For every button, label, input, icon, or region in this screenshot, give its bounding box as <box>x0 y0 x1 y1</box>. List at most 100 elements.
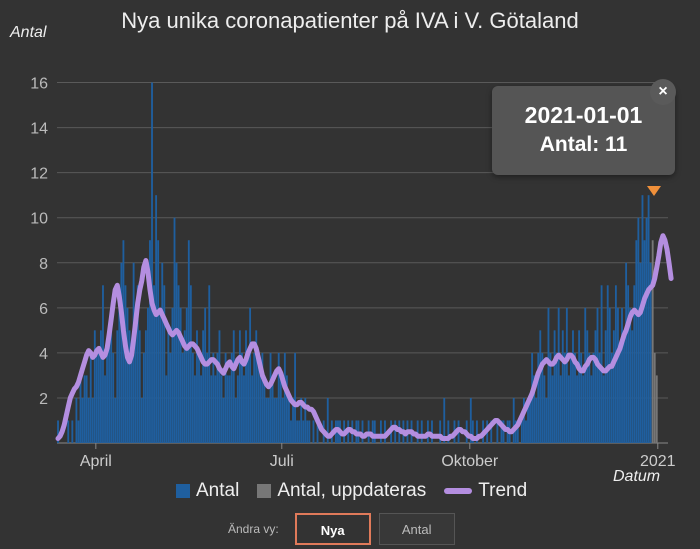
bar[interactable] <box>574 352 576 443</box>
bar[interactable] <box>371 420 374 443</box>
bar[interactable] <box>612 330 615 443</box>
bar[interactable] <box>81 397 84 443</box>
bar[interactable] <box>617 307 619 443</box>
bar[interactable] <box>539 330 542 443</box>
bar[interactable] <box>645 217 648 443</box>
bar[interactable] <box>253 352 256 443</box>
bar[interactable] <box>545 397 548 443</box>
bar[interactable] <box>502 420 505 443</box>
bar[interactable] <box>228 375 231 443</box>
bar[interactable] <box>57 420 59 443</box>
bar[interactable] <box>588 352 591 443</box>
bar[interactable] <box>471 420 474 443</box>
bar[interactable] <box>257 352 260 443</box>
bar[interactable] <box>214 375 217 443</box>
bar[interactable] <box>300 397 303 443</box>
bar[interactable] <box>608 307 611 443</box>
bar[interactable] <box>623 330 625 443</box>
bar[interactable] <box>557 307 560 443</box>
bar[interactable] <box>420 420 423 443</box>
bar[interactable] <box>553 330 556 443</box>
bar[interactable] <box>138 330 141 443</box>
bar[interactable] <box>541 352 544 443</box>
bar[interactable] <box>198 352 200 443</box>
bar[interactable] <box>179 307 182 443</box>
bar[interactable] <box>114 397 117 443</box>
bar[interactable] <box>555 352 558 443</box>
bar[interactable] <box>222 397 225 443</box>
bar[interactable] <box>627 285 630 443</box>
legend-item-updating[interactable]: Antal, uppdateras <box>257 480 426 502</box>
bar[interactable] <box>130 352 133 443</box>
bar[interactable] <box>149 240 151 443</box>
bar[interactable] <box>572 330 574 443</box>
bar[interactable] <box>67 420 70 443</box>
bar[interactable] <box>549 352 552 443</box>
bar[interactable] <box>476 420 478 443</box>
bar[interactable] <box>567 375 570 443</box>
bar[interactable] <box>361 420 364 443</box>
bar[interactable] <box>547 307 550 443</box>
bar[interactable] <box>267 397 270 443</box>
bar[interactable] <box>136 285 139 443</box>
bar[interactable] <box>379 420 382 443</box>
bar[interactable] <box>292 397 294 443</box>
bar[interactable] <box>565 307 568 443</box>
bar[interactable] <box>155 195 158 443</box>
bar[interactable] <box>187 240 190 443</box>
bar[interactable] <box>394 420 397 443</box>
bar[interactable] <box>373 420 376 443</box>
bar[interactable] <box>416 420 419 443</box>
bar[interactable] <box>183 330 186 443</box>
bar[interactable] <box>212 352 215 443</box>
bar[interactable] <box>77 420 80 443</box>
bar[interactable] <box>218 330 221 443</box>
bar[interactable] <box>171 307 174 443</box>
bar[interactable] <box>71 420 74 443</box>
bar[interactable] <box>514 420 517 443</box>
bar[interactable] <box>551 375 554 443</box>
bar[interactable] <box>525 420 527 443</box>
bar[interactable] <box>102 285 104 443</box>
bar[interactable] <box>210 375 213 443</box>
bar[interactable] <box>241 352 243 443</box>
bar[interactable] <box>302 420 305 443</box>
bar[interactable] <box>570 352 572 443</box>
bar[interactable] <box>157 240 160 443</box>
bar[interactable] <box>206 352 209 443</box>
bar[interactable] <box>126 307 129 443</box>
bar[interactable] <box>167 330 170 443</box>
bar[interactable] <box>97 352 100 443</box>
bar[interactable] <box>312 420 315 443</box>
bar[interactable] <box>598 352 601 443</box>
bar[interactable] <box>243 375 245 443</box>
bar[interactable] <box>635 240 638 443</box>
bar[interactable] <box>594 330 597 443</box>
bar[interactable] <box>110 307 113 443</box>
bar[interactable] <box>251 375 254 443</box>
bar[interactable] <box>112 352 115 443</box>
bar[interactable] <box>234 397 237 443</box>
bar[interactable] <box>537 352 540 443</box>
bar[interactable] <box>543 375 546 443</box>
bar[interactable] <box>582 375 585 443</box>
bar[interactable] <box>653 352 656 443</box>
bar[interactable] <box>147 307 149 443</box>
bar[interactable] <box>140 397 143 443</box>
bar[interactable] <box>527 397 529 443</box>
view-button-nya[interactable]: Nya <box>294 513 371 545</box>
bar[interactable] <box>279 375 282 443</box>
legend-item-trend[interactable]: Trend <box>444 480 527 502</box>
bar[interactable] <box>281 397 284 443</box>
bar[interactable] <box>316 420 319 443</box>
bar[interactable] <box>529 397 531 443</box>
bar[interactable] <box>439 420 442 443</box>
bar[interactable] <box>216 352 219 443</box>
bar[interactable] <box>128 330 131 443</box>
bar[interactable] <box>104 375 106 443</box>
bar[interactable] <box>631 330 634 443</box>
bar[interactable] <box>590 375 593 443</box>
bar[interactable] <box>275 397 278 443</box>
bar[interactable] <box>255 330 258 443</box>
bar[interactable] <box>165 375 168 443</box>
